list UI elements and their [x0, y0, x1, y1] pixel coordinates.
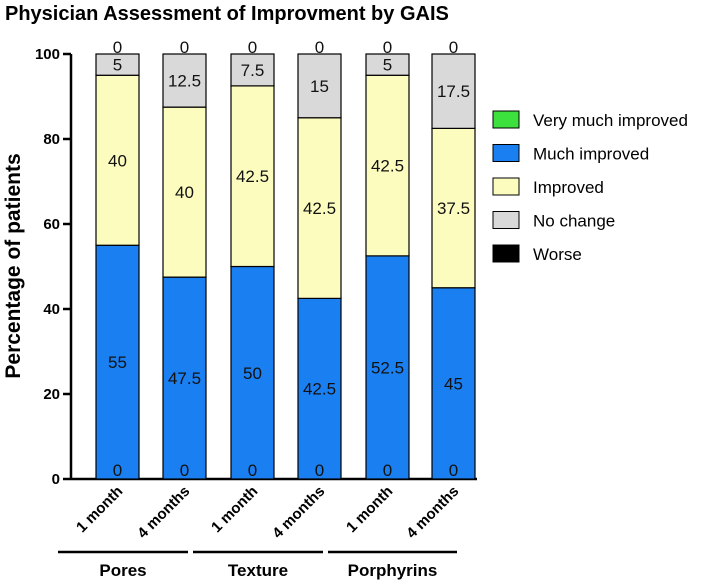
- data-label-improved: 37.5: [437, 199, 470, 218]
- bar-segment-improved: [95, 74, 140, 246]
- legend-label: Worse: [533, 245, 582, 264]
- data-labels: 0554050047.54012.5005042.57.50042.542.51…: [108, 38, 470, 480]
- y-tick-label: 40: [43, 301, 60, 318]
- data-label-no-change: 12.5: [168, 72, 201, 91]
- legend-swatch: [492, 110, 520, 129]
- group-label: Pores: [99, 561, 146, 580]
- y-tick-label: 80: [43, 131, 60, 148]
- data-label-much-improved: 55: [108, 353, 127, 372]
- data-label-much-improved: 42.5: [303, 380, 336, 399]
- legend-label: Very much improved: [533, 111, 688, 130]
- legend-swatch: [492, 211, 520, 229]
- data-label-much-improved: 50: [243, 364, 262, 383]
- data-label-very-much-improved: 0: [180, 38, 189, 57]
- data-label-much-improved: 47.5: [168, 369, 201, 388]
- legend-swatch: [492, 144, 520, 162]
- bar-segment-improved: [230, 85, 275, 268]
- x-tick-label: 1 month: [73, 483, 126, 536]
- data-label-no-change: 17.5: [437, 82, 470, 101]
- x-tick-label: 1 month: [343, 483, 396, 536]
- data-label-worse: 0: [315, 461, 324, 480]
- group-labels: Pores Texture Porphyrins: [58, 550, 457, 580]
- data-label-worse: 0: [383, 461, 392, 480]
- group-label: Texture: [228, 561, 288, 580]
- y-tick-label: 60: [43, 216, 60, 233]
- x-tick-label: 4 months: [403, 483, 462, 542]
- bar-segment-no-change: [297, 53, 342, 119]
- data-label-very-much-improved: 0: [248, 38, 257, 57]
- bar-segment-no-change: [162, 53, 207, 108]
- data-label-worse: 0: [113, 461, 122, 480]
- data-label-worse: 0: [180, 461, 189, 480]
- x-tick-label: 1 month: [208, 483, 261, 536]
- group-label: Porphyrins: [348, 561, 438, 580]
- y-axis-label: Percentage of patients: [2, 153, 25, 378]
- y-tick-label: 20: [43, 386, 60, 403]
- data-label-very-much-improved: 0: [315, 38, 324, 57]
- data-label-very-much-improved: 0: [383, 38, 392, 57]
- legend-label: Improved: [533, 178, 604, 197]
- bar-segment-improved: [365, 74, 410, 257]
- data-label-improved: 42.5: [371, 157, 404, 176]
- legend-label: No change: [533, 212, 615, 231]
- data-label-improved: 40: [175, 183, 194, 202]
- bar-segment-much-improved: [95, 244, 140, 480]
- y-tick-label: 100: [35, 46, 60, 63]
- bar-segment-no-change: [230, 53, 275, 87]
- legend-swatch: [492, 177, 520, 196]
- x-tick-label: 4 months: [269, 483, 328, 542]
- data-label-improved: 42.5: [303, 199, 336, 218]
- bar-segment-much-improved: [297, 297, 342, 480]
- legend-label: Much improved: [533, 145, 649, 164]
- data-label-worse: 0: [449, 461, 458, 480]
- data-label-much-improved: 45: [444, 374, 463, 393]
- x-tick-labels: 1 month 4 months 1 month 4 months 1 month 4 m…: [73, 483, 462, 542]
- bar-segment-much-improved: [431, 287, 476, 480]
- data-label-no-change: 5: [113, 56, 122, 75]
- bar-segment-much-improved: [162, 276, 207, 480]
- bar-segment-no-change: [95, 53, 140, 76]
- data-label-worse: 0: [248, 461, 257, 480]
- legend-swatch: [492, 244, 520, 263]
- data-label-very-much-improved: 0: [113, 38, 122, 57]
- bars: [95, 53, 476, 480]
- data-label-very-much-improved: 0: [449, 38, 458, 57]
- bar-segment-no-change: [431, 53, 476, 129]
- data-label-much-improved: 52.5: [371, 358, 404, 377]
- data-label-improved: 42.5: [236, 167, 269, 186]
- bar-segment-no-change: [365, 53, 410, 76]
- bar-segment-improved: [297, 117, 342, 299]
- data-label-improved: 40: [108, 151, 127, 170]
- legend: Very much improved Much improved Improved N…: [492, 110, 688, 264]
- y-tick-label: 0: [52, 471, 60, 488]
- data-label-no-change: 15: [310, 77, 329, 96]
- bar-segment-improved: [431, 127, 476, 289]
- x-tick-label: 4 months: [134, 483, 193, 542]
- data-label-no-change: 7.5: [241, 61, 265, 80]
- data-label-no-change: 5: [383, 56, 392, 75]
- chart-title: Physician Assessment of Improvment by GA…: [5, 3, 449, 25]
